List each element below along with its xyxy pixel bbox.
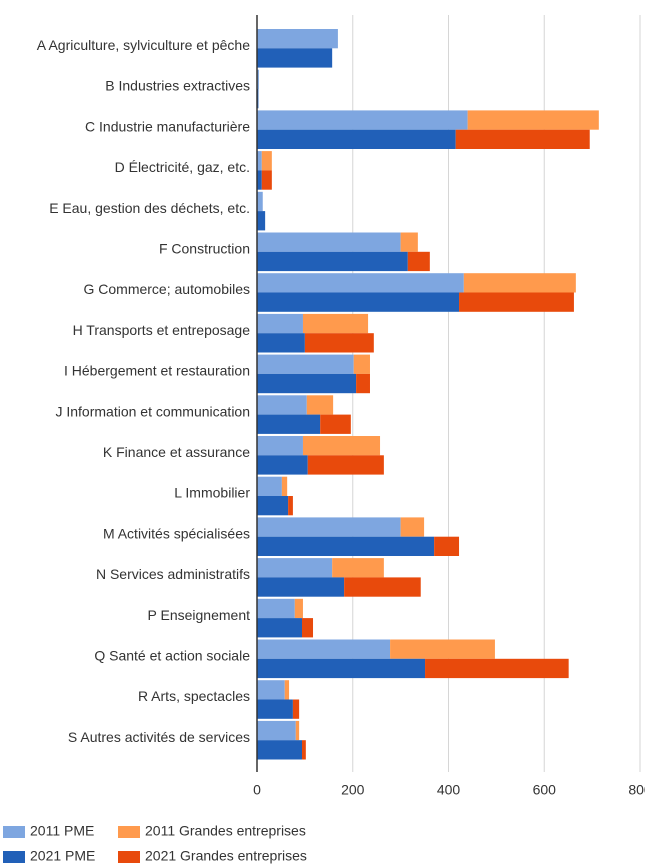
y-tick-label: P Enseignement xyxy=(148,607,251,623)
bar xyxy=(294,598,303,619)
y-tick-label: H Transports et entreposage xyxy=(73,322,251,338)
legend-swatch xyxy=(118,851,140,863)
bar xyxy=(320,414,351,434)
x-tick-label: 0 xyxy=(253,782,261,798)
bar xyxy=(257,455,308,475)
legend-label: 2021 PME xyxy=(30,848,95,864)
bar xyxy=(284,680,290,700)
bar xyxy=(288,496,293,516)
bar xyxy=(257,211,266,231)
x-tick-label: 400 xyxy=(437,782,461,798)
x-tick-label: 200 xyxy=(341,782,365,798)
bar xyxy=(257,558,333,578)
y-tick-label: K Finance et assurance xyxy=(103,444,250,460)
y-tick-label: F Construction xyxy=(159,241,250,257)
y-tick-label: N Services administratifs xyxy=(96,566,250,582)
bar xyxy=(257,639,391,659)
bar xyxy=(281,476,288,496)
bar xyxy=(400,232,418,252)
bar xyxy=(261,170,272,190)
y-tick-label: I Hébergement et restauration xyxy=(64,363,250,379)
bar xyxy=(257,740,303,760)
bar xyxy=(257,170,262,190)
bar xyxy=(257,191,263,212)
bar xyxy=(304,333,374,353)
bar xyxy=(257,436,303,456)
bar xyxy=(257,680,285,700)
bar xyxy=(344,577,421,597)
bar xyxy=(257,618,303,638)
bar xyxy=(257,577,345,597)
bar xyxy=(356,373,370,394)
bar xyxy=(257,313,303,334)
legend-label: 2011 Grandes entreprises xyxy=(145,823,306,839)
bar xyxy=(257,110,468,130)
bar xyxy=(257,251,408,272)
bar xyxy=(257,699,293,719)
bar xyxy=(257,273,464,293)
bar xyxy=(257,151,262,171)
bar xyxy=(257,395,307,415)
y-tick-label: L Immobilier xyxy=(174,485,250,501)
bar xyxy=(257,354,354,374)
bar xyxy=(302,740,306,760)
y-tick-label: Q Santé et action sociale xyxy=(94,648,250,664)
y-tick-label: J Information et communication xyxy=(55,403,250,419)
bar xyxy=(257,29,338,49)
bar xyxy=(257,333,305,353)
legend-swatch xyxy=(3,851,25,863)
y-tick-label: C Industrie manufacturière xyxy=(85,118,250,134)
y-tick-label: S Autres activités de services xyxy=(68,729,250,745)
bar xyxy=(257,598,295,619)
bar xyxy=(306,395,334,415)
y-tick-label: E Eau, gestion des déchets, etc. xyxy=(49,200,250,216)
bar xyxy=(292,699,300,719)
y-tick-label: M Activités spécialisées xyxy=(103,525,250,541)
bar xyxy=(463,273,576,293)
y-tick-label: A Agriculture, sylviculture et pêche xyxy=(37,37,250,53)
bar xyxy=(302,313,369,334)
legend-label: 2011 PME xyxy=(30,823,94,839)
bar xyxy=(257,496,289,516)
bar xyxy=(459,292,574,312)
bar xyxy=(257,69,259,89)
bar xyxy=(353,354,370,374)
bar xyxy=(257,476,282,496)
bar xyxy=(390,639,495,659)
bar xyxy=(257,517,401,537)
bar xyxy=(307,455,384,475)
legend-swatch xyxy=(118,826,140,838)
y-tick-label: B Industries extractives xyxy=(105,78,250,94)
bar xyxy=(302,618,314,638)
bar xyxy=(455,129,590,149)
y-tick-label: D Électricité, gaz, etc. xyxy=(115,159,250,175)
legend-swatch xyxy=(3,826,25,838)
bar xyxy=(257,129,456,149)
bar xyxy=(257,48,333,68)
bar xyxy=(295,720,300,741)
bar xyxy=(434,536,460,556)
x-tick-label: 800 xyxy=(628,782,645,798)
bar xyxy=(302,436,381,456)
bar xyxy=(257,414,321,434)
bar xyxy=(400,517,425,537)
y-tick-label: R Arts, spectacles xyxy=(138,688,250,704)
bar xyxy=(467,110,599,130)
x-tick-label: 600 xyxy=(533,782,557,798)
bar xyxy=(261,151,272,171)
legend-label: 2021 Grandes entreprises xyxy=(145,848,307,864)
bar xyxy=(257,373,357,394)
bar xyxy=(257,292,460,312)
bar xyxy=(332,558,384,578)
bar xyxy=(407,251,430,272)
bar xyxy=(257,658,426,679)
y-tick-label: G Commerce; automobiles xyxy=(83,281,250,297)
bar xyxy=(257,536,435,556)
bar xyxy=(425,658,569,679)
bar xyxy=(257,720,296,741)
bar xyxy=(257,232,401,252)
